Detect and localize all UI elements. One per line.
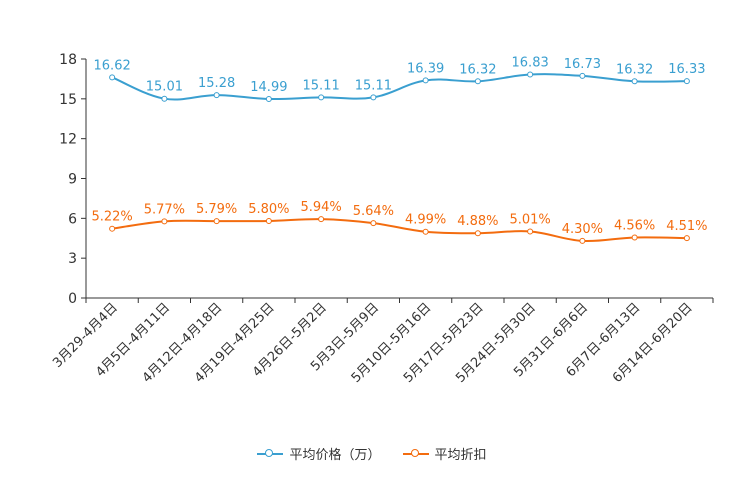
data-label-price: 16.39 [407, 61, 444, 76]
data-point-price [318, 94, 325, 101]
data-label-discount: 4.88% [457, 214, 498, 229]
data-label-discount: 5.77% [144, 202, 185, 217]
data-point-discount [109, 225, 116, 232]
data-point-price [109, 74, 116, 81]
data-label-discount: 5.94% [300, 200, 341, 215]
y-tick-label: 3 [68, 251, 77, 267]
data-label-discount: 5.64% [353, 204, 394, 219]
data-point-price [370, 94, 377, 101]
legend-discount-label: 平均折扣 [434, 448, 487, 463]
data-point-price [422, 77, 429, 84]
data-label-price: 15.11 [355, 78, 392, 93]
data-label-discount: 4.99% [405, 213, 446, 228]
legend-discount-marker-icon [402, 448, 429, 460]
data-label-price: 16.33 [668, 62, 705, 77]
y-tick-label: 18 [59, 52, 77, 68]
legend: 平均价格（万） 平均折扣 [0, 444, 744, 463]
data-point-price [265, 95, 272, 102]
data-label-price: 16.83 [512, 56, 549, 71]
data-label-price: 16.32 [459, 62, 496, 77]
data-label-price: 15.11 [303, 78, 340, 93]
data-label-discount: 5.01% [509, 212, 550, 227]
legend-item-price[interactable]: 平均价格（万） [257, 444, 381, 463]
data-label-discount: 4.51% [666, 219, 707, 234]
data-label-price: 16.32 [616, 62, 653, 77]
data-label-price: 16.62 [94, 58, 131, 73]
legend-price-marker-icon [257, 448, 284, 460]
data-point-price [474, 78, 481, 85]
data-point-discount [213, 218, 220, 225]
y-tick-label: 6 [68, 211, 77, 227]
data-label-price: 15.01 [146, 80, 183, 95]
data-point-discount [683, 235, 690, 242]
data-point-price [631, 78, 638, 85]
data-point-discount [370, 220, 377, 227]
data-point-discount [631, 234, 638, 241]
series-line-price [111, 73, 687, 101]
data-label-discount: 4.56% [614, 218, 655, 233]
y-tick-label: 15 [59, 92, 77, 108]
y-tick-label: 0 [68, 291, 77, 307]
y-tick-label: 12 [59, 132, 77, 148]
data-point-price [579, 72, 586, 79]
data-label-discount: 5.79% [196, 202, 237, 217]
data-label-price: 16.73 [564, 57, 601, 72]
data-point-price [213, 92, 220, 99]
data-point-discount [318, 216, 325, 223]
data-label-discount: 5.80% [248, 202, 289, 217]
data-point-discount [265, 217, 272, 224]
data-label-price: 15.28 [198, 76, 235, 91]
data-point-discount [474, 230, 481, 237]
data-point-price [161, 95, 168, 102]
legend-price-label: 平均价格（万） [289, 448, 381, 463]
data-point-discount [579, 237, 586, 244]
data-point-discount [422, 228, 429, 235]
data-label-discount: 5.22% [91, 210, 132, 225]
series-line-discount [111, 218, 687, 243]
y-tick-label: 9 [68, 172, 77, 188]
data-point-price [527, 71, 534, 78]
data-point-price [683, 78, 690, 85]
data-label-price: 14.99 [250, 80, 287, 95]
data-label-discount: 4.30% [562, 222, 603, 237]
data-point-discount [527, 228, 534, 235]
data-point-discount [161, 218, 168, 225]
legend-item-discount[interactable]: 平均折扣 [402, 444, 487, 463]
